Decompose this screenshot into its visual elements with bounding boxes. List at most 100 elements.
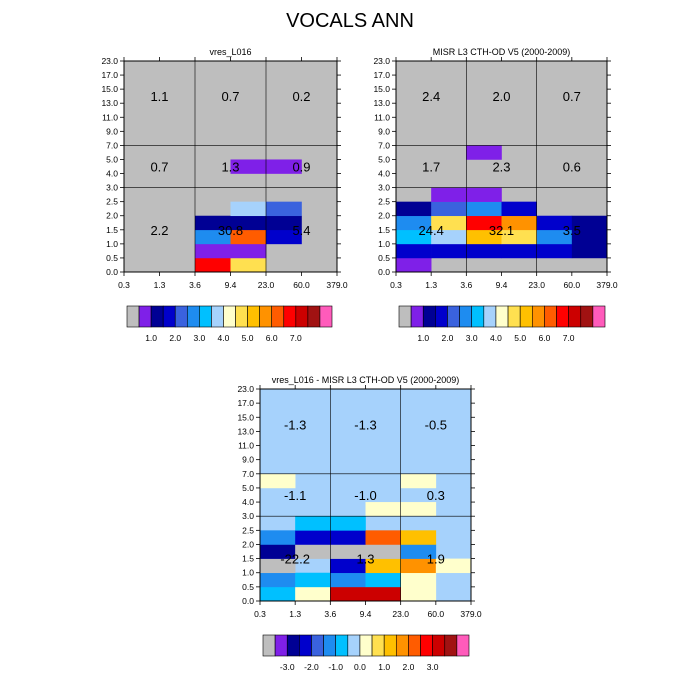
y-tick-label: 13.0 bbox=[373, 98, 390, 108]
heatmap-cell bbox=[431, 215, 467, 231]
colorbar-box bbox=[495, 305, 509, 328]
colorbar-label: 1.0 bbox=[417, 333, 429, 343]
colorbar-label: 3.0 bbox=[193, 333, 205, 343]
panel-1: vres_L016 0.0 0.5 1.0 1.5 2.0 2.5 3.0 4.0 5.0 7.0 9… bbox=[101, 47, 347, 343]
colorbar-box bbox=[319, 305, 333, 328]
colorbar-box bbox=[295, 305, 309, 328]
colorbar: 1.0 2.0 3.0 4.0 5.0 6.0 7.0 bbox=[398, 305, 606, 343]
y-tick-label: 2.5 bbox=[106, 197, 118, 207]
region-value-label: 1.3 bbox=[356, 552, 374, 567]
region-value-label: 1.3 bbox=[221, 160, 239, 175]
heatmap-cell bbox=[571, 215, 608, 231]
y-tick-label: 5.0 bbox=[106, 154, 118, 164]
y-tick-label: 2.5 bbox=[378, 197, 390, 207]
colorbar-box bbox=[274, 634, 288, 657]
colorbar-label: 0.0 bbox=[354, 662, 366, 672]
x-tick-label: 1.3 bbox=[289, 609, 301, 619]
x-tick-label: 23.0 bbox=[528, 280, 545, 290]
y-tick-label: 11.0 bbox=[102, 112, 118, 122]
y-tick-label: 15.0 bbox=[373, 84, 390, 94]
panel-2: MISR L3 CTH-OD V5 (2000-2009)0.00.51.01.… bbox=[373, 47, 617, 343]
colorbar-label: 6.0 bbox=[266, 333, 278, 343]
region-value-label: 5.4 bbox=[292, 223, 310, 238]
y-tick-label: 3.0 bbox=[106, 183, 118, 193]
y-tick-label: 11.0 bbox=[238, 441, 254, 451]
heatmap-cell bbox=[260, 558, 296, 574]
colorbar-box bbox=[422, 305, 436, 328]
heatmap-cell bbox=[330, 586, 366, 602]
region-value-label: 0.7 bbox=[150, 160, 168, 175]
heatmap-cell bbox=[330, 544, 366, 559]
region-value-label: 1.7 bbox=[422, 160, 440, 175]
heatmap-cell bbox=[260, 572, 296, 588]
colorbar-box bbox=[150, 305, 164, 328]
heatmap-cell bbox=[195, 215, 231, 231]
colorbar-label: 5.0 bbox=[242, 333, 254, 343]
colorbar-box bbox=[420, 634, 433, 657]
colorbar-label: -3.0 bbox=[280, 662, 295, 672]
colorbar-box bbox=[531, 305, 545, 328]
y-tick-label: 1.0 bbox=[242, 568, 254, 578]
heatmap-cell bbox=[230, 215, 267, 231]
y-tick-label: 0.0 bbox=[378, 267, 390, 277]
y-tick-label: 13.0 bbox=[101, 98, 118, 108]
y-tick-label: 1.5 bbox=[106, 225, 118, 235]
colorbar-label: 2.0 bbox=[169, 333, 181, 343]
heatmap-cell bbox=[396, 215, 432, 231]
region-value-label: 2.0 bbox=[492, 89, 510, 104]
colorbar-box bbox=[199, 305, 212, 328]
y-tick-label: 15.0 bbox=[237, 412, 254, 422]
region-value-label: 0.6 bbox=[563, 160, 581, 175]
colorbar-label: 2.0 bbox=[402, 662, 414, 672]
colorbar-box bbox=[456, 634, 470, 657]
y-tick-label: 17.0 bbox=[101, 70, 118, 80]
y-tick-label: 3.0 bbox=[242, 511, 254, 521]
heatmap-cell bbox=[195, 229, 231, 245]
panel-title: vres_L016 - MISR L3 CTH-OD V5 (2000-2009… bbox=[272, 375, 460, 385]
heatmap-cell bbox=[536, 243, 573, 259]
colorbar-box bbox=[592, 305, 606, 328]
x-tick-label: 60.0 bbox=[428, 609, 445, 619]
colorbar-label: 7.0 bbox=[290, 333, 302, 343]
heatmap-cell bbox=[230, 243, 267, 259]
x-tick-label: 1.3 bbox=[154, 280, 166, 290]
colorbar-label: 2.0 bbox=[442, 333, 454, 343]
heatmap-cell bbox=[400, 572, 437, 588]
y-tick-label: 2.0 bbox=[106, 211, 118, 221]
y-tick-label: 11.0 bbox=[374, 112, 390, 122]
region-value-label: 0.2 bbox=[292, 89, 310, 104]
y-tick-label: 2.5 bbox=[242, 525, 254, 535]
y-tick-label: 9.0 bbox=[242, 455, 254, 465]
heatmap-cell bbox=[571, 243, 608, 259]
colorbar-box bbox=[383, 634, 397, 657]
heatmap-cell bbox=[400, 558, 437, 574]
colorbar-box bbox=[447, 305, 460, 328]
y-tick-label: 7.0 bbox=[106, 140, 118, 150]
y-tick-label: 9.0 bbox=[106, 126, 118, 136]
y-tick-label: 9.0 bbox=[378, 126, 390, 136]
heatmap-cell bbox=[431, 243, 467, 259]
heatmap-cell bbox=[260, 586, 296, 602]
colorbar-box bbox=[235, 305, 248, 328]
y-tick-label: 2.0 bbox=[242, 539, 254, 549]
y-tick-label: 0.0 bbox=[106, 267, 118, 277]
region-value-label: 1.1 bbox=[150, 89, 168, 104]
colorbar-box bbox=[162, 305, 176, 328]
y-tick-label: 17.0 bbox=[237, 398, 254, 408]
colorbar-label: 5.0 bbox=[514, 333, 526, 343]
heatmap-cell bbox=[230, 257, 267, 273]
heatmap-cell bbox=[365, 530, 401, 545]
panel-title: MISR L3 CTH-OD V5 (2000-2009) bbox=[433, 47, 571, 57]
colorbar-box bbox=[432, 634, 446, 657]
colorbar-box bbox=[408, 634, 421, 657]
region-value-label: 24.4 bbox=[419, 223, 444, 238]
colorbar-label: 3.0 bbox=[466, 333, 478, 343]
y-tick-label: 3.0 bbox=[378, 183, 390, 193]
y-tick-label: 1.5 bbox=[378, 225, 390, 235]
region-value-label: 0.9 bbox=[292, 160, 310, 175]
heatmap-cell bbox=[400, 473, 437, 489]
heatmap-cell bbox=[365, 572, 401, 588]
heatmap-cell bbox=[396, 229, 432, 245]
